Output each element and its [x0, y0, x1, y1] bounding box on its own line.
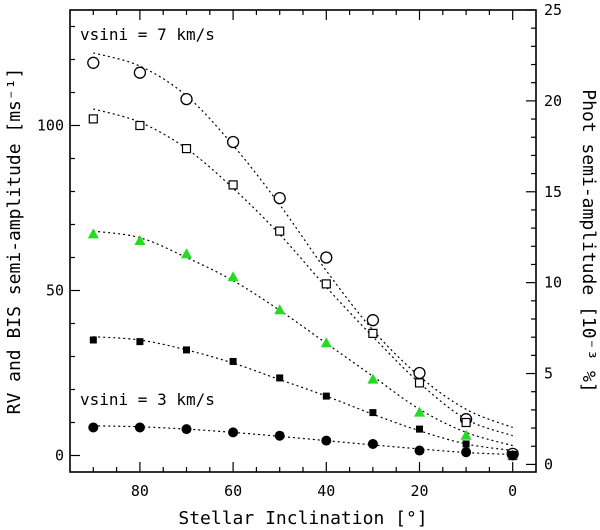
x-tick-label: 40 — [317, 482, 335, 500]
data-point-s2 — [227, 271, 239, 282]
data-point-s2 — [87, 228, 99, 239]
data-point-s0 — [180, 92, 193, 106]
data-point-s3 — [462, 440, 470, 448]
data-point-s4 — [507, 450, 518, 461]
fit-line-2 — [93, 230, 513, 447]
data-points — [87, 56, 519, 461]
data-point-s1 — [228, 180, 238, 190]
data-point-s1 — [135, 120, 145, 131]
y-axis-right-title: Phot semi-amplitude [10⁻³ %] — [578, 89, 599, 392]
data-point-s3 — [136, 338, 144, 346]
data-point-s4 — [414, 445, 425, 456]
y-right-tick-label: 0 — [544, 455, 553, 473]
data-point-s4 — [321, 435, 332, 446]
annotation-vsini-3: vsini = 3 km/s — [80, 390, 215, 409]
data-point-s2 — [181, 248, 192, 259]
data-point-s2 — [367, 373, 379, 384]
y-right-tick-label: 10 — [544, 274, 562, 292]
data-point-s2 — [274, 304, 286, 315]
data-point-s3 — [322, 392, 330, 400]
data-point-s3 — [416, 425, 423, 433]
data-point-s0 — [413, 366, 426, 380]
data-point-s0 — [273, 191, 286, 205]
y-right-tick-label: 25 — [544, 1, 562, 19]
data-point-s4 — [228, 427, 239, 438]
y-left-tick-label: 50 — [46, 282, 64, 300]
fit-line-0 — [93, 52, 513, 429]
data-point-s3 — [89, 336, 97, 344]
y-left-tick-label: 0 — [55, 447, 64, 465]
fit-line-3 — [93, 336, 513, 452]
data-point-s2 — [414, 406, 425, 417]
data-point-s2 — [320, 337, 332, 348]
data-point-s4 — [88, 422, 99, 433]
data-point-s1 — [88, 114, 98, 124]
data-point-s3 — [229, 357, 237, 365]
y-right-tick-label: 20 — [544, 92, 562, 110]
y-right-tick-label: 5 — [544, 365, 553, 383]
y-right-tick-label: 15 — [544, 183, 562, 201]
y-axis-left-title: RV and BIS semi-amplitude [ms⁻¹] — [4, 68, 25, 415]
data-point-s2 — [460, 429, 472, 440]
data-point-s0 — [133, 66, 147, 79]
data-point-s4 — [274, 430, 285, 441]
data-point-s3 — [369, 409, 377, 417]
fit-line-1 — [93, 108, 513, 437]
x-tick-label: 60 — [224, 482, 242, 500]
data-point-s0 — [320, 251, 333, 264]
data-point-s1 — [461, 417, 471, 428]
data-point-s3 — [183, 346, 190, 354]
data-point-s0 — [226, 135, 240, 149]
data-point-s4 — [461, 447, 472, 458]
y-left-tick-label: 100 — [37, 117, 64, 135]
data-point-s1 — [321, 279, 331, 289]
data-point-s0 — [87, 56, 100, 69]
data-point-s4 — [367, 438, 378, 449]
ticks: 80 60 40 20 0 0 50 100 0 5 10 15 20 25 — [37, 1, 562, 500]
fit-lines — [93, 52, 513, 456]
data-point-s1 — [181, 144, 192, 154]
x-tick-label: 0 — [508, 482, 517, 500]
data-point-s1 — [275, 226, 285, 236]
x-tick-label: 80 — [131, 482, 149, 500]
data-point-s1 — [414, 378, 425, 388]
data-point-s4 — [134, 422, 145, 433]
annotation-vsini-7: vsini = 7 km/s — [80, 25, 215, 44]
data-point-s1 — [368, 328, 378, 338]
data-point-s4 — [181, 424, 192, 435]
x-tick-label: 20 — [410, 482, 428, 500]
data-point-s0 — [366, 314, 380, 327]
data-point-s3 — [276, 374, 284, 382]
x-axis-title: Stellar Inclination [°] — [178, 508, 427, 529]
fit-line-4 — [93, 425, 513, 456]
data-point-s2 — [134, 235, 146, 245]
